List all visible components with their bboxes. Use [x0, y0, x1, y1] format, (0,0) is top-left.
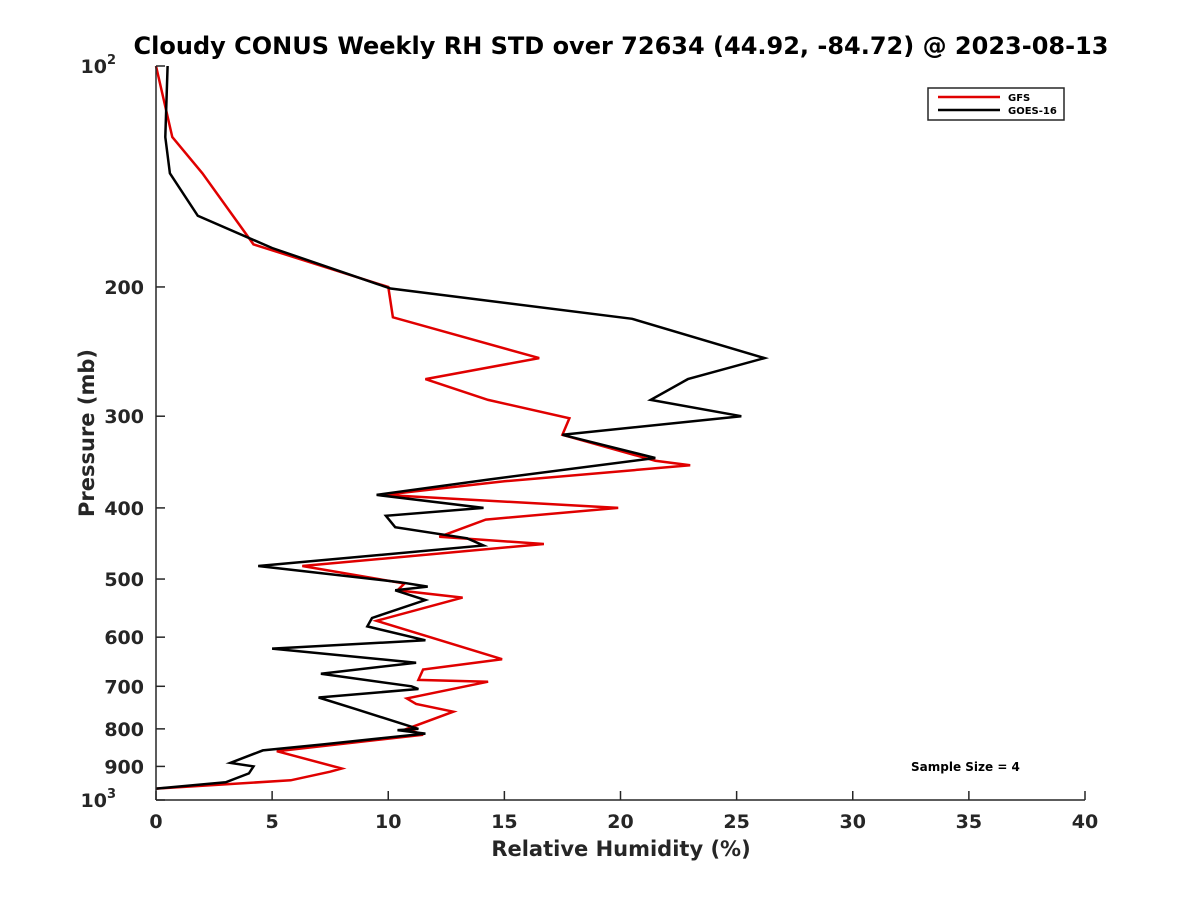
series-line-gfs — [154, 65, 691, 790]
y-tick-label: 300 — [104, 406, 144, 428]
y-tick-label: 700 — [104, 676, 144, 698]
y-tick-label: 600 — [104, 627, 144, 649]
sample-size-annotation: Sample Size = 4 — [911, 760, 1020, 774]
legend-label-gfs: GFS — [1008, 93, 1030, 104]
y-axis-ticks: 102 200 300 400 500 600 700 800 900 103 — [81, 53, 165, 812]
plot-area: 0 5 10 15 20 25 30 35 40 102 200 300 400 500 600 700 80… — [81, 53, 1099, 833]
legend-label-goes16: GOES-16 — [1008, 106, 1057, 117]
series-line-goes16 — [155, 65, 770, 790]
y-tick-label: 900 — [104, 756, 144, 778]
chart-title: Cloudy CONUS Weekly RH STD over 72634 (4… — [134, 32, 1109, 60]
x-tick-label: 10 — [375, 811, 401, 833]
y-tick-label: 500 — [104, 569, 144, 591]
x-tick-label: 40 — [1072, 811, 1098, 833]
x-tick-label: 35 — [956, 811, 982, 833]
x-axis-ticks: 0 5 10 15 20 25 30 35 40 — [149, 791, 1098, 833]
y-tick-label: 400 — [104, 498, 144, 520]
y-tick-label: 102 — [81, 53, 117, 78]
x-tick-label: 25 — [723, 811, 749, 833]
x-tick-label: 30 — [840, 811, 866, 833]
x-axis-label: Relative Humidity (%) — [491, 837, 750, 861]
legend: GFS GOES-16 — [927, 87, 1065, 121]
y-tick-label: 800 — [104, 719, 144, 741]
legend-box — [927, 87, 1065, 121]
x-tick-label: 0 — [149, 811, 162, 833]
x-tick-label: 5 — [266, 811, 279, 833]
y-tick-label: 200 — [104, 277, 144, 299]
x-tick-label: 20 — [607, 811, 633, 833]
plot-frame — [156, 66, 1085, 800]
y-tick-label: 103 — [81, 787, 117, 812]
x-tick-label: 15 — [491, 811, 517, 833]
series-layer — [154, 65, 770, 790]
y-axis-label: Pressure (mb) — [75, 349, 99, 517]
